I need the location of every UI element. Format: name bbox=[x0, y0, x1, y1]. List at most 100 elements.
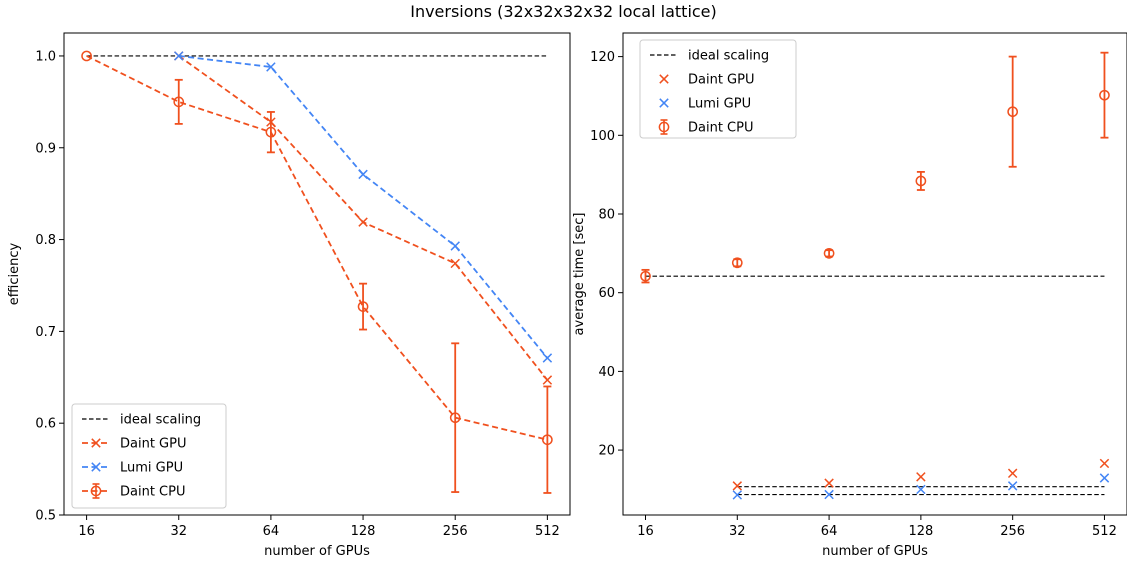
efficiency-legend-label: ideal scaling bbox=[120, 413, 201, 428]
time-y-tick-label: 120 bbox=[590, 50, 615, 65]
efficiency-point-daint_gpu bbox=[450, 258, 460, 269]
efficiency-y-tick-label: 1.0 bbox=[35, 49, 56, 64]
efficiency-x-tick-label: 256 bbox=[443, 524, 468, 539]
efficiency-legend-entry-ideal: ideal scaling bbox=[82, 413, 201, 428]
time-errorbar-daint_cpu bbox=[733, 258, 742, 268]
efficiency-legend-entry-daint_cpu: Daint CPU bbox=[82, 483, 186, 500]
time-point-daint_gpu bbox=[1007, 468, 1018, 479]
efficiency-legend-label: Lumi GPU bbox=[120, 461, 183, 476]
time-errorbar-daint_cpu bbox=[916, 170, 925, 191]
time-point-lumi_gpu bbox=[732, 490, 743, 500]
figure-title: Inversions (32x32x32x32 local lattice) bbox=[410, 2, 717, 21]
efficiency-x-tick-label: 16 bbox=[78, 524, 95, 539]
time-legend-marker-daint_cpu bbox=[658, 121, 670, 133]
efficiency-errorbar-daint_cpu bbox=[543, 385, 552, 494]
time-y-tick-label: 80 bbox=[598, 207, 615, 222]
efficiency-point-daint_cpu bbox=[265, 126, 277, 138]
efficiency-axes-frame bbox=[63, 32, 571, 516]
efficiency-legend-label: Daint GPU bbox=[120, 437, 187, 452]
efficiency-y-tick-label: 0.5 bbox=[35, 509, 56, 524]
efficiency-point-daint_cpu bbox=[542, 434, 553, 446]
time-point-lumi_gpu bbox=[1007, 481, 1018, 491]
efficiency-series-daint_cpu bbox=[81, 50, 553, 494]
time-errorbar-daint_cpu bbox=[1100, 51, 1109, 139]
time-point-daint_cpu bbox=[915, 175, 927, 187]
efficiency-x-tick-label: 32 bbox=[170, 524, 187, 539]
efficiency-legend-marker-daint_gpu bbox=[91, 438, 101, 448]
time-point-lumi_gpu bbox=[824, 489, 834, 500]
time-errorbar-daint_cpu bbox=[825, 249, 834, 258]
time-y-tick-label: 60 bbox=[598, 286, 615, 301]
time-point-daint_cpu bbox=[1099, 89, 1110, 101]
time-x-tick-label: 512 bbox=[1092, 524, 1117, 539]
efficiency-point-daint_cpu bbox=[81, 50, 92, 62]
efficiency-errorbar-daint_cpu bbox=[266, 111, 275, 154]
time-point-daint_cpu bbox=[731, 257, 743, 269]
time-legend-label: ideal scaling bbox=[688, 49, 769, 64]
efficiency-point-daint_cpu bbox=[357, 301, 369, 312]
efficiency-series-lumi_gpu bbox=[174, 51, 553, 363]
time-point-daint_cpu bbox=[823, 247, 835, 259]
efficiency-y-axis-label: efficiency bbox=[7, 242, 22, 305]
time-axes-frame bbox=[622, 32, 1127, 516]
time-y-tick-label: 100 bbox=[590, 129, 615, 144]
efficiency-point-daint_gpu bbox=[542, 375, 553, 385]
efficiency-x-tick-label: 128 bbox=[351, 524, 376, 539]
efficiency-point-daint_cpu bbox=[173, 96, 185, 108]
time-y-tick-label: 40 bbox=[598, 365, 615, 380]
time-point-lumi_gpu bbox=[1099, 473, 1110, 483]
time-point-daint_gpu bbox=[824, 478, 834, 488]
time-x-tick-label: 16 bbox=[637, 524, 654, 539]
time-legend: ideal scaling Daint GPU Lumi GPU Daint CPU bbox=[639, 39, 797, 139]
efficiency-legend-label: Daint CPU bbox=[120, 485, 186, 500]
time-legend-marker-daint_gpu bbox=[659, 74, 669, 84]
time-x-axis-label: number of GPUs bbox=[822, 544, 928, 559]
efficiency-errorbar-daint_cpu bbox=[174, 78, 183, 125]
time-point-daint_gpu bbox=[1099, 458, 1110, 469]
time-point-daint_gpu bbox=[732, 481, 743, 491]
time-legend-marker-lumi_gpu bbox=[659, 98, 669, 108]
time-x-tick-label: 256 bbox=[1000, 524, 1025, 539]
efficiency-legend-entry-lumi_gpu: Lumi GPU bbox=[82, 461, 183, 476]
efficiency-x-axis-label: number of GPUs bbox=[264, 544, 370, 559]
efficiency-y-tick-label: 0.7 bbox=[35, 325, 56, 340]
time-y-tick-label: 20 bbox=[598, 444, 615, 459]
time-x-tick-label: 64 bbox=[821, 524, 838, 539]
efficiency-point-lumi_gpu bbox=[542, 353, 553, 363]
time-errorbar-daint_cpu bbox=[1008, 55, 1017, 168]
time-series-daint_cpu bbox=[640, 51, 1110, 284]
efficiency-point-daint_gpu bbox=[358, 217, 368, 227]
time-legend-label: Daint GPU bbox=[688, 73, 755, 88]
efficiency-x-tick-label: 64 bbox=[263, 524, 280, 539]
time-legend-entry-daint_gpu: Daint GPU bbox=[659, 73, 755, 88]
efficiency-errorbar-daint_cpu bbox=[359, 282, 368, 331]
efficiency-point-lumi_gpu bbox=[450, 241, 460, 251]
time-point-daint_cpu bbox=[1007, 106, 1019, 118]
efficiency-y-tick-label: 0.9 bbox=[35, 141, 56, 156]
efficiency-point-lumi_gpu bbox=[358, 169, 368, 180]
time-series-lumi_gpu bbox=[732, 473, 1110, 500]
efficiency-legend-marker-daint_cpu bbox=[90, 485, 102, 497]
efficiency-point-daint_cpu bbox=[449, 412, 461, 424]
efficiency-y-tick-label: 0.8 bbox=[35, 233, 56, 248]
efficiency-point-lumi_gpu bbox=[266, 62, 276, 72]
efficiency-y-tick-label: 0.6 bbox=[35, 417, 56, 432]
time-legend-entry-daint_cpu: Daint CPU bbox=[658, 119, 754, 136]
efficiency-line-lumi_gpu bbox=[178, 55, 549, 359]
efficiency-line-daint_cpu bbox=[86, 55, 548, 441]
efficiency-errorbar-daint_cpu bbox=[451, 342, 460, 493]
time-point-daint_gpu bbox=[916, 472, 926, 482]
time-x-tick-label: 128 bbox=[908, 524, 933, 539]
time-point-daint_cpu bbox=[640, 270, 651, 282]
efficiency-legend-entry-daint_gpu: Daint GPU bbox=[82, 437, 187, 452]
efficiency-x-tick-label: 512 bbox=[535, 524, 560, 539]
time-legend-label: Lumi GPU bbox=[688, 97, 751, 112]
time-point-lumi_gpu bbox=[916, 484, 926, 495]
efficiency-legend: ideal scaling Daint GPU Lumi GPU Daint CPU bbox=[71, 403, 227, 509]
time-legend-entry-lumi_gpu: Lumi GPU bbox=[659, 97, 751, 112]
time-y-axis-label: average time [sec] bbox=[572, 213, 587, 336]
time-x-tick-label: 32 bbox=[729, 524, 746, 539]
